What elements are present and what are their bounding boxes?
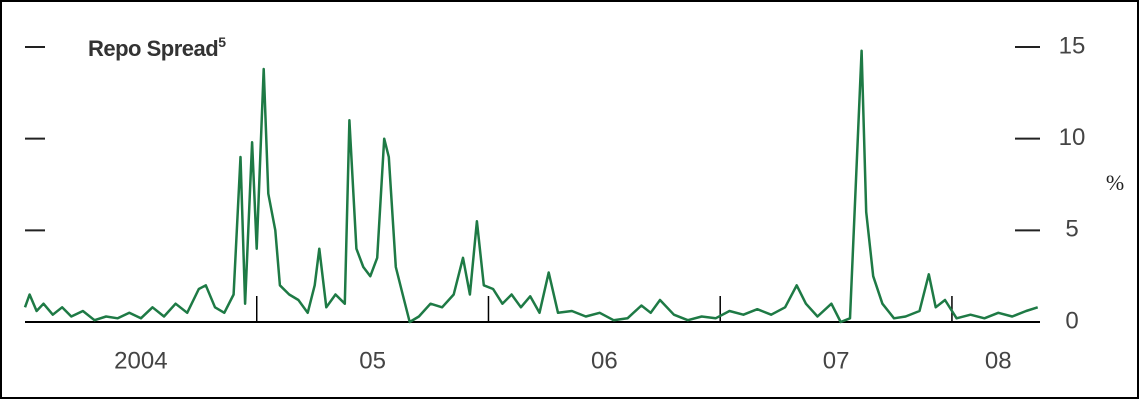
y-tick-label: 10: [1059, 124, 1086, 151]
chart-title: Repo Spread5: [88, 34, 226, 61]
x-tick-label: 05: [359, 347, 386, 374]
x-tick-label: 06: [591, 347, 618, 374]
y-tick-label: 15: [1059, 32, 1086, 59]
y-unit: %: [1106, 170, 1124, 195]
x-tick-label: 08: [985, 347, 1012, 374]
y-tick-label: 0: [1065, 307, 1078, 334]
x-tick-label: 07: [823, 347, 850, 374]
x-tick-label: 2004: [114, 347, 167, 374]
title-text: Repo Spread: [88, 36, 218, 61]
title-note: 5: [218, 34, 226, 50]
y-tick-label: 5: [1065, 216, 1078, 243]
data-line: [23, 49, 1039, 324]
